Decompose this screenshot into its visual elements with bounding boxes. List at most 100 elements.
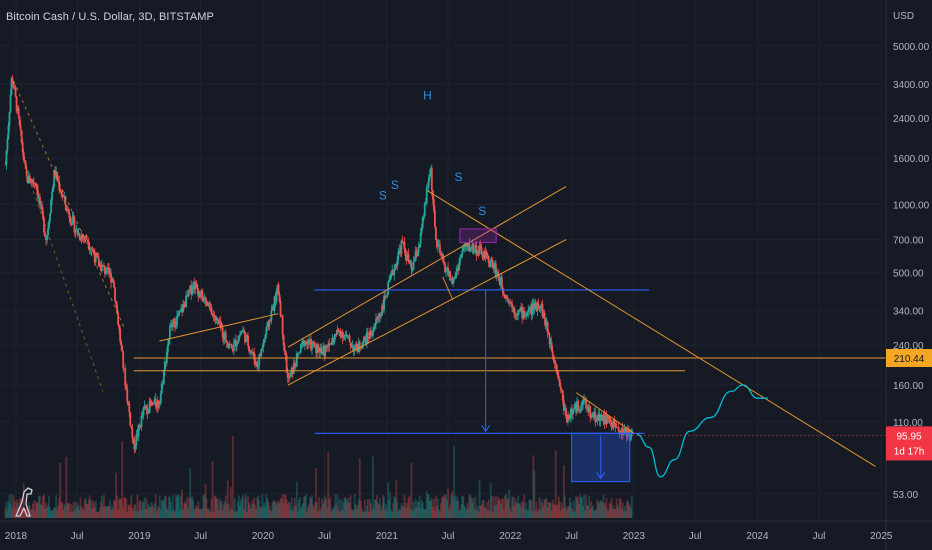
volume-bar <box>535 501 538 518</box>
candle-body <box>113 281 115 288</box>
candle-body <box>509 301 511 303</box>
price-axis[interactable]: USD 5000.00 3400.00 2400.00 1600.00 1000.00 70… <box>885 0 932 550</box>
volume-bar <box>625 500 628 518</box>
candle-body <box>170 324 172 327</box>
candle-body <box>58 181 61 190</box>
volume-bar <box>355 508 358 518</box>
candle-body <box>230 344 233 349</box>
candle-body <box>234 339 237 347</box>
volume-bar <box>563 495 566 518</box>
volume-bar <box>356 505 359 518</box>
tradingview-logo-icon[interactable] <box>15 487 33 517</box>
volume-bar <box>228 509 231 518</box>
candle-body <box>557 375 560 379</box>
volume-bar <box>421 502 424 518</box>
candle-body <box>300 342 303 345</box>
candle-body <box>333 336 336 343</box>
volume-bar <box>121 441 124 518</box>
volume-bar <box>177 494 179 518</box>
volume-bar <box>54 507 57 518</box>
candle-body <box>624 427 627 431</box>
candle-body <box>28 175 31 183</box>
volume-bar <box>434 495 437 518</box>
candle-body <box>377 316 379 320</box>
volume-bar <box>597 501 600 518</box>
candle-body <box>188 290 191 292</box>
candle-body <box>481 254 484 258</box>
volume-bar <box>117 509 120 518</box>
candle-body <box>384 295 387 298</box>
volume-bar <box>474 496 477 518</box>
time-tick-label: 2025 <box>870 531 893 542</box>
time-axis[interactable]: 2018 Jul 2019 Jul 2020 Jul 2021 Jul 2022 Jul 2023 J… <box>0 520 932 542</box>
volume-bar <box>428 501 431 518</box>
volume-bar <box>327 452 330 518</box>
candle-body <box>536 303 539 311</box>
target-arrow-head <box>481 425 491 433</box>
candle-body <box>563 407 566 411</box>
candle-body <box>547 332 550 335</box>
volume-bar <box>426 494 429 518</box>
candle-body <box>150 402 153 405</box>
candle-body <box>63 196 66 198</box>
volume-bar <box>581 497 583 518</box>
candle-body <box>609 419 612 422</box>
volume-bar <box>314 502 316 518</box>
volume-bar <box>149 506 152 518</box>
volume-bar <box>161 501 164 518</box>
volume-bars <box>4 435 633 518</box>
volume-bar <box>55 494 58 518</box>
volume-bar <box>178 495 180 518</box>
volume-bar <box>461 495 464 518</box>
volume-bar <box>430 497 433 518</box>
candle-body <box>353 346 356 352</box>
candle-body <box>7 125 10 139</box>
volume-bar <box>217 509 220 518</box>
volume-bar <box>591 507 594 518</box>
candle-body <box>208 303 211 308</box>
volume-bar <box>324 495 327 518</box>
candle-body <box>111 278 113 283</box>
volume-bar <box>624 510 627 518</box>
volume-bar <box>271 502 274 518</box>
projection-curve <box>636 384 768 478</box>
candle-body <box>201 290 204 302</box>
volume-bar <box>380 510 382 518</box>
candle-series <box>4 75 633 454</box>
candle-body <box>354 344 357 347</box>
candle-body <box>555 364 558 373</box>
volume-bar <box>82 510 85 518</box>
volume-bar <box>137 511 140 518</box>
volume-bar <box>399 510 402 518</box>
candle-body <box>310 339 312 350</box>
volume-bar <box>114 501 116 518</box>
time-tick-label: Jul <box>71 531 84 542</box>
candle-body <box>567 414 570 419</box>
candle-body <box>571 408 573 415</box>
candle-body <box>565 416 568 423</box>
candle-body <box>366 332 369 339</box>
candle-body <box>44 232 46 237</box>
volume-bar <box>580 497 582 518</box>
shoulder-label: S <box>391 178 399 192</box>
volume-bar <box>235 510 238 518</box>
candle-body <box>583 399 586 401</box>
volume-bar <box>296 511 299 518</box>
candle-body <box>532 303 535 310</box>
candle-body <box>506 295 508 299</box>
candle-body <box>306 341 308 344</box>
volume-bar <box>30 510 33 518</box>
candle-body <box>141 415 144 417</box>
volume-bar <box>373 508 375 518</box>
volume-bar <box>587 506 590 518</box>
volume-bar <box>280 498 283 518</box>
candle-body <box>17 107 20 117</box>
candle-body <box>14 88 17 97</box>
candle-body <box>431 190 434 200</box>
candle-body <box>504 295 506 299</box>
candle-body <box>597 413 600 420</box>
candle-body <box>413 260 416 262</box>
volume-bar <box>22 483 25 518</box>
candle-body <box>140 415 143 427</box>
